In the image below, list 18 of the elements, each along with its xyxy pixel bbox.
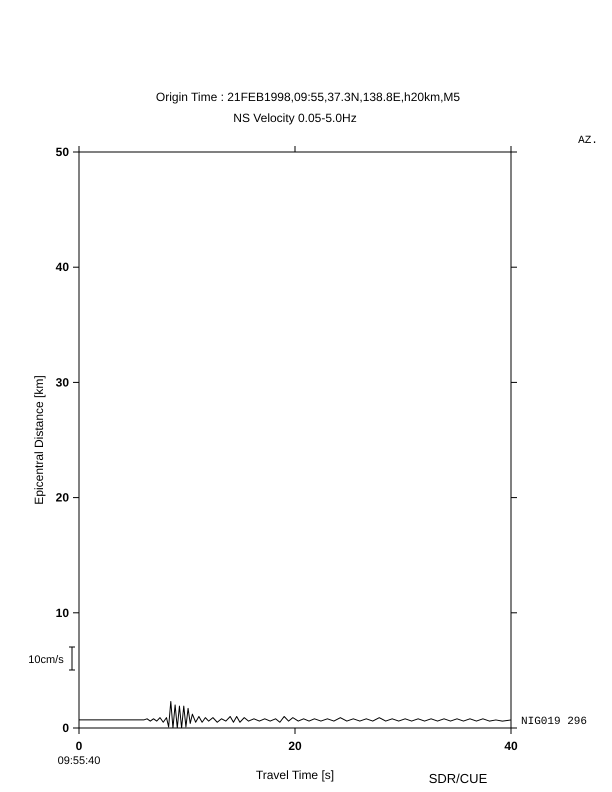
y-tick-label: 30: [56, 375, 70, 390]
y-tick-label: 50: [56, 145, 70, 159]
y-tick-label: 40: [56, 260, 70, 274]
y-axis-title: Epicentral Distance [km]: [32, 375, 46, 505]
text: AZ.: [578, 135, 598, 147]
text: 09:55:40: [58, 755, 100, 767]
y-tick-label: 20: [56, 490, 70, 505]
x-tick-label: 40: [504, 739, 518, 753]
chart-subtitle: NS Velocity 0.05-5.0Hz: [233, 111, 357, 125]
y-tick-label: 10: [56, 606, 70, 620]
text: 10cm/s: [28, 654, 64, 666]
y-tick-label: 0: [62, 721, 70, 735]
text: SDR/CUE: [428, 771, 488, 786]
x-tick-label: 20: [288, 739, 302, 753]
chart-title: Origin Time : 21FEB1998,09:55,37.3N,138.8E,h20km,M5: [156, 90, 460, 104]
legend-label: NIG019 296: [521, 716, 588, 728]
x-axis-title: Travel Time [s]: [256, 768, 334, 782]
x-tick-label: 0: [76, 739, 83, 753]
